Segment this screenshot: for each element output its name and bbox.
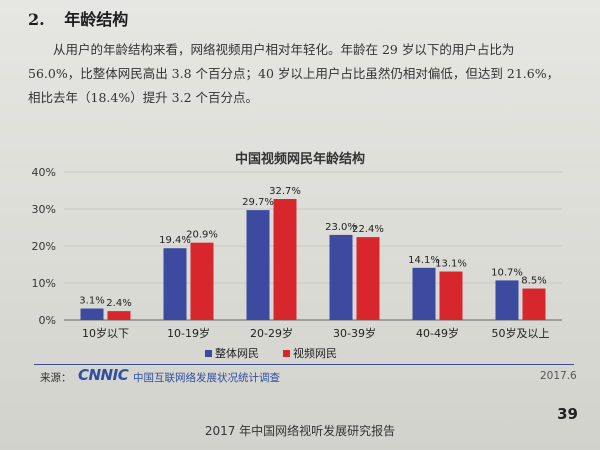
data-label: 32.7% [269,186,301,197]
bar-overall [495,280,519,320]
legend-swatch-video [283,349,290,357]
bar-overall [329,234,353,320]
legend-item-video: 视频网民 [283,345,337,361]
chart-legend: 整体网民 视频网民 [205,345,337,361]
bar-overall [246,210,270,320]
data-label: 20.9% [186,230,218,241]
data-label: 22.4% [352,224,384,235]
data-label: 19.4% [159,235,191,246]
bar-overall [163,248,187,320]
bar-video [356,237,380,320]
legend-label-overall: 整体网民 [215,347,259,360]
source-name: 中国互联网络发展状况统计调查 [133,372,280,384]
x-tick-label: 10岁以下 [82,326,129,340]
x-tick-label: 10-19岁 [167,326,210,340]
data-label: 8.5% [521,276,546,287]
paragraph-line-2: 56.0%，比整体网民高出 3.8 个百分点；40 岁以上用户占比虽然仍相对偏低… [28,66,560,81]
data-label: 29.7% [242,197,274,208]
y-tick-label: 20% [32,240,56,253]
section-number: 2. [28,10,45,29]
data-label: 10.7% [491,267,523,278]
bar-video [190,242,214,320]
bar-video [522,288,546,320]
y-tick-label: 30% [32,203,56,216]
chart-title: 中国视频网民年龄结构 [234,152,365,167]
legend-label-video: 视频网民 [293,347,337,360]
bar-video [273,199,297,320]
legend-item-overall: 整体网民 [205,345,259,361]
x-tick-label: 40-49岁 [416,326,459,340]
y-tick-label: 10% [32,277,56,290]
cnnic-logo: CNNIC [78,366,129,384]
body-paragraph: 从用户的年龄结构来看，网络视频用户相对年轻化。年龄在 29 岁以下的用户占比为 … [28,38,576,110]
source-label: 来源： [40,372,72,384]
footer-title: 2017 年中国网络视听发展研究报告 [204,424,396,438]
data-label: 3.1% [79,296,104,307]
legend-swatch-overall [205,349,212,357]
data-label: 2.4% [106,298,131,309]
y-tick-label: 40% [32,166,56,179]
data-label: 13.1% [435,259,467,270]
source-date: 2017.6 [540,370,577,382]
x-tick-label: 30-39岁 [333,326,376,340]
bar-video [107,311,131,320]
section-title: 年龄结构 [64,10,129,29]
data-label: 23.0% [325,222,357,233]
y-tick-label: 0% [39,314,56,327]
bar-overall [80,308,104,320]
section-heading: 2. 年龄结构 [28,6,128,30]
bar-overall [412,267,436,320]
source-divider [34,364,574,365]
page-number: 39 [557,405,578,423]
bar-video [439,271,463,320]
x-tick-label: 20-29岁 [250,326,293,340]
paragraph-line-3: 相比去年（18.4%）提升 3.2 个百分点。 [28,90,259,105]
paragraph-line-1: 从用户的年龄结构来看，网络视频用户相对年轻化。年龄在 29 岁以下的用户占比为 [53,42,515,57]
x-tick-label: 50岁及以上 [492,326,550,340]
data-label: 14.1% [408,255,440,266]
